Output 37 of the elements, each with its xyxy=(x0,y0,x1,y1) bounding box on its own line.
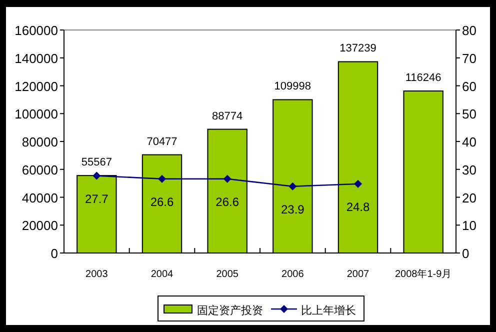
tick: 50 xyxy=(462,106,476,122)
tick: 20 xyxy=(462,190,476,206)
tick: 0 xyxy=(50,246,58,261)
label: 88774 xyxy=(212,110,243,122)
tick: 30 xyxy=(462,162,476,178)
tick: 10 xyxy=(462,218,476,234)
label: 27.7 xyxy=(84,192,108,206)
tick: 100000 xyxy=(14,106,58,122)
xtick: 2007 xyxy=(346,269,370,280)
label: 137239 xyxy=(340,42,376,55)
legend-label: 固定资产投资 xyxy=(197,305,263,317)
tick: 40 xyxy=(462,134,476,150)
label: 109998 xyxy=(274,80,312,93)
label: 23.9 xyxy=(280,202,304,216)
tick: 60000 xyxy=(22,162,58,178)
label: 55567 xyxy=(81,156,112,169)
tick: 70 xyxy=(462,50,476,66)
xtick: 2006 xyxy=(282,269,304,280)
tick: 80 xyxy=(462,23,476,38)
xtick: 2004 xyxy=(150,269,174,280)
label: 116246 xyxy=(405,72,442,84)
xtick: 2005 xyxy=(216,269,238,280)
label: 26.6 xyxy=(150,194,174,209)
tick: 160000 xyxy=(14,23,58,38)
label: 70477 xyxy=(146,136,178,148)
tick: 40000 xyxy=(22,190,58,206)
tick: 0 xyxy=(462,246,470,261)
tick: 80000 xyxy=(22,134,58,150)
xtick: 2003 xyxy=(86,269,108,280)
tick: 140000 xyxy=(14,50,58,66)
tick: 20000 xyxy=(22,218,58,234)
tick: 120000 xyxy=(14,78,58,94)
legend-label: 比上年增长 xyxy=(301,305,356,317)
label: 26.6 xyxy=(216,194,240,209)
label: 24.8 xyxy=(346,200,370,214)
tick: 60 xyxy=(462,78,476,94)
xtick: 2008年1-9月 xyxy=(394,269,452,280)
